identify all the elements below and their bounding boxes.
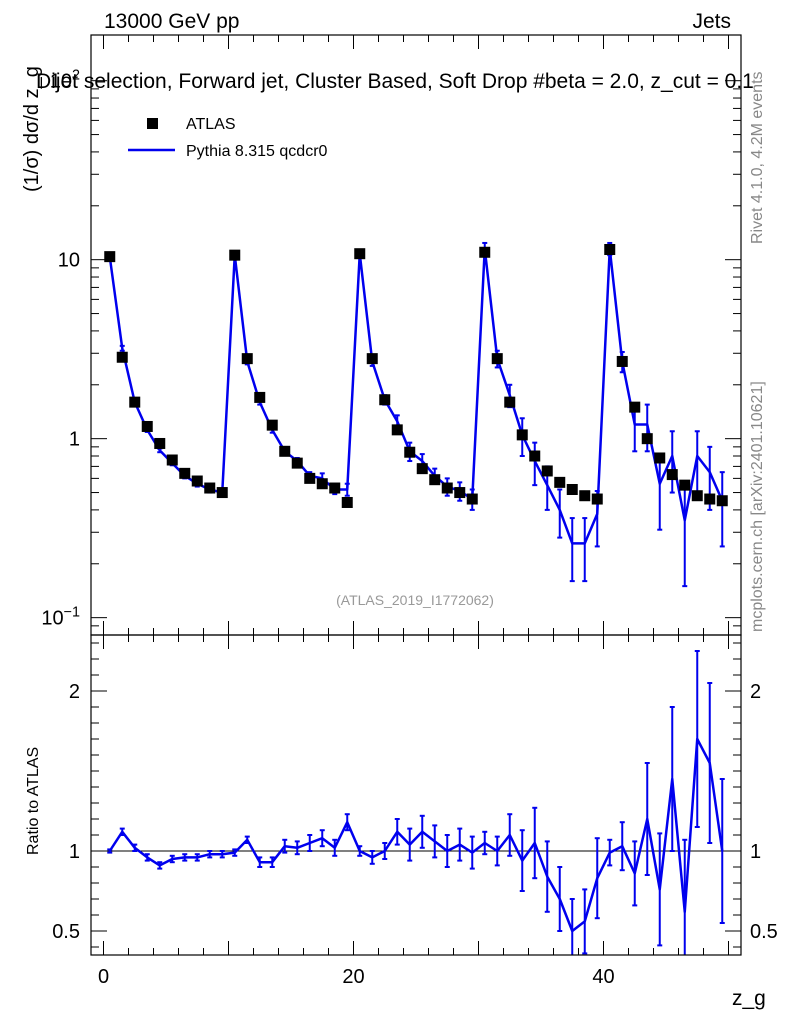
ratio-panel: 0 20 40 0.5 0.5 1 1 2 2 bbox=[52, 635, 778, 988]
atlas-point bbox=[566, 483, 578, 495]
atlas-point bbox=[591, 493, 603, 505]
ratio-line bbox=[108, 737, 724, 933]
legend: ATLAS Pythia 8.315 qcdcr0 bbox=[128, 116, 328, 160]
atlas-point bbox=[391, 424, 403, 436]
atlas-point bbox=[429, 474, 441, 486]
atlas-point bbox=[254, 391, 266, 403]
atlas-point bbox=[604, 243, 616, 255]
x-tick-label: 40 bbox=[592, 966, 614, 988]
rivet-label: Rivet 4.1.0, 4.2M events bbox=[749, 71, 766, 244]
x-tick-label: 0 bbox=[98, 966, 109, 988]
atlas-point bbox=[541, 465, 553, 477]
atlas-point bbox=[216, 487, 228, 499]
atlas-point bbox=[554, 476, 566, 488]
atlas-point bbox=[691, 490, 703, 502]
ratio-y-tick-label: 2 bbox=[69, 681, 80, 703]
atlas-point bbox=[241, 353, 253, 365]
legend-atlas-marker bbox=[147, 118, 158, 129]
ratio-y-tick-label-right: 1 bbox=[750, 841, 761, 863]
atlas-point bbox=[291, 457, 303, 469]
category-label: Jets bbox=[692, 10, 731, 33]
atlas-point bbox=[279, 445, 291, 457]
atlas-point bbox=[704, 493, 716, 505]
atlas-point bbox=[654, 452, 666, 464]
atlas-point bbox=[304, 472, 316, 484]
atlas-point bbox=[529, 450, 541, 462]
mcplots-label: mcplots.cern.ch [arXiv:2401.10621] bbox=[749, 381, 766, 632]
atlas-point bbox=[466, 493, 478, 505]
atlas-point bbox=[491, 353, 503, 365]
ratio-y-tick-label-right: 2 bbox=[750, 681, 761, 703]
atlas-point bbox=[641, 433, 653, 445]
y-tick-label: 10−1 bbox=[41, 605, 80, 630]
atlas-point bbox=[404, 446, 416, 458]
atlas-point bbox=[579, 490, 591, 502]
atlas-point bbox=[166, 454, 178, 466]
atlas-point bbox=[316, 478, 328, 490]
y-tick-label: 1 bbox=[69, 429, 80, 451]
atlas-point bbox=[204, 482, 216, 494]
x-axis-label: z_g bbox=[732, 987, 766, 1010]
y-tick-label: 10 bbox=[58, 250, 80, 272]
atlas-point bbox=[179, 467, 191, 479]
x-tick-label: 20 bbox=[342, 966, 364, 988]
atlas-point bbox=[716, 495, 728, 507]
atlas-point bbox=[104, 251, 116, 263]
atlas-point bbox=[416, 463, 428, 475]
atlas-point bbox=[479, 246, 491, 258]
atlas-point bbox=[154, 437, 166, 449]
ratio-y-tick-label: 1 bbox=[69, 841, 80, 863]
atlas-point bbox=[141, 420, 153, 432]
atlas-point bbox=[441, 482, 453, 494]
atlas-point bbox=[504, 396, 516, 408]
ratio-frame bbox=[90, 634, 742, 956]
legend-atlas-label: ATLAS bbox=[186, 116, 236, 133]
ratio-ylabel: Ratio to ATLAS bbox=[25, 747, 42, 855]
atlas-point bbox=[379, 394, 391, 406]
y-tick-label: 102 bbox=[50, 68, 80, 93]
atlas-point bbox=[341, 496, 353, 508]
atlas-point bbox=[129, 396, 141, 408]
atlas-point bbox=[354, 248, 366, 260]
atlas-point bbox=[191, 475, 203, 487]
atlas-point bbox=[666, 469, 678, 481]
atlas-point bbox=[454, 487, 466, 499]
ratio-y-tick-label-right: 0.5 bbox=[750, 921, 778, 943]
atlas-point bbox=[679, 479, 691, 491]
plot-title: Dijet selection, Forward jet, Cluster Ba… bbox=[36, 70, 754, 93]
atlas-point bbox=[229, 249, 241, 261]
atlas-point bbox=[629, 401, 641, 413]
atlas-point bbox=[616, 355, 628, 367]
main-panel: 10−1 1 10 102 bbox=[41, 35, 741, 636]
atlas-point bbox=[329, 482, 341, 494]
main-ylabel: (1/σ) dσ/d z_g bbox=[21, 66, 43, 192]
atlas-point bbox=[116, 351, 128, 363]
analysis-reference: (ATLAS_2019_I1772062) bbox=[336, 592, 494, 608]
pythia-line bbox=[108, 247, 724, 545]
atlas-point bbox=[366, 353, 378, 365]
atlas-point bbox=[516, 429, 528, 441]
ratio-y-tick-label: 0.5 bbox=[52, 921, 80, 943]
energy-label: 13000 GeV pp bbox=[104, 10, 239, 33]
legend-pythia-label: Pythia 8.315 qcdcr0 bbox=[186, 143, 328, 160]
atlas-point bbox=[266, 419, 278, 431]
